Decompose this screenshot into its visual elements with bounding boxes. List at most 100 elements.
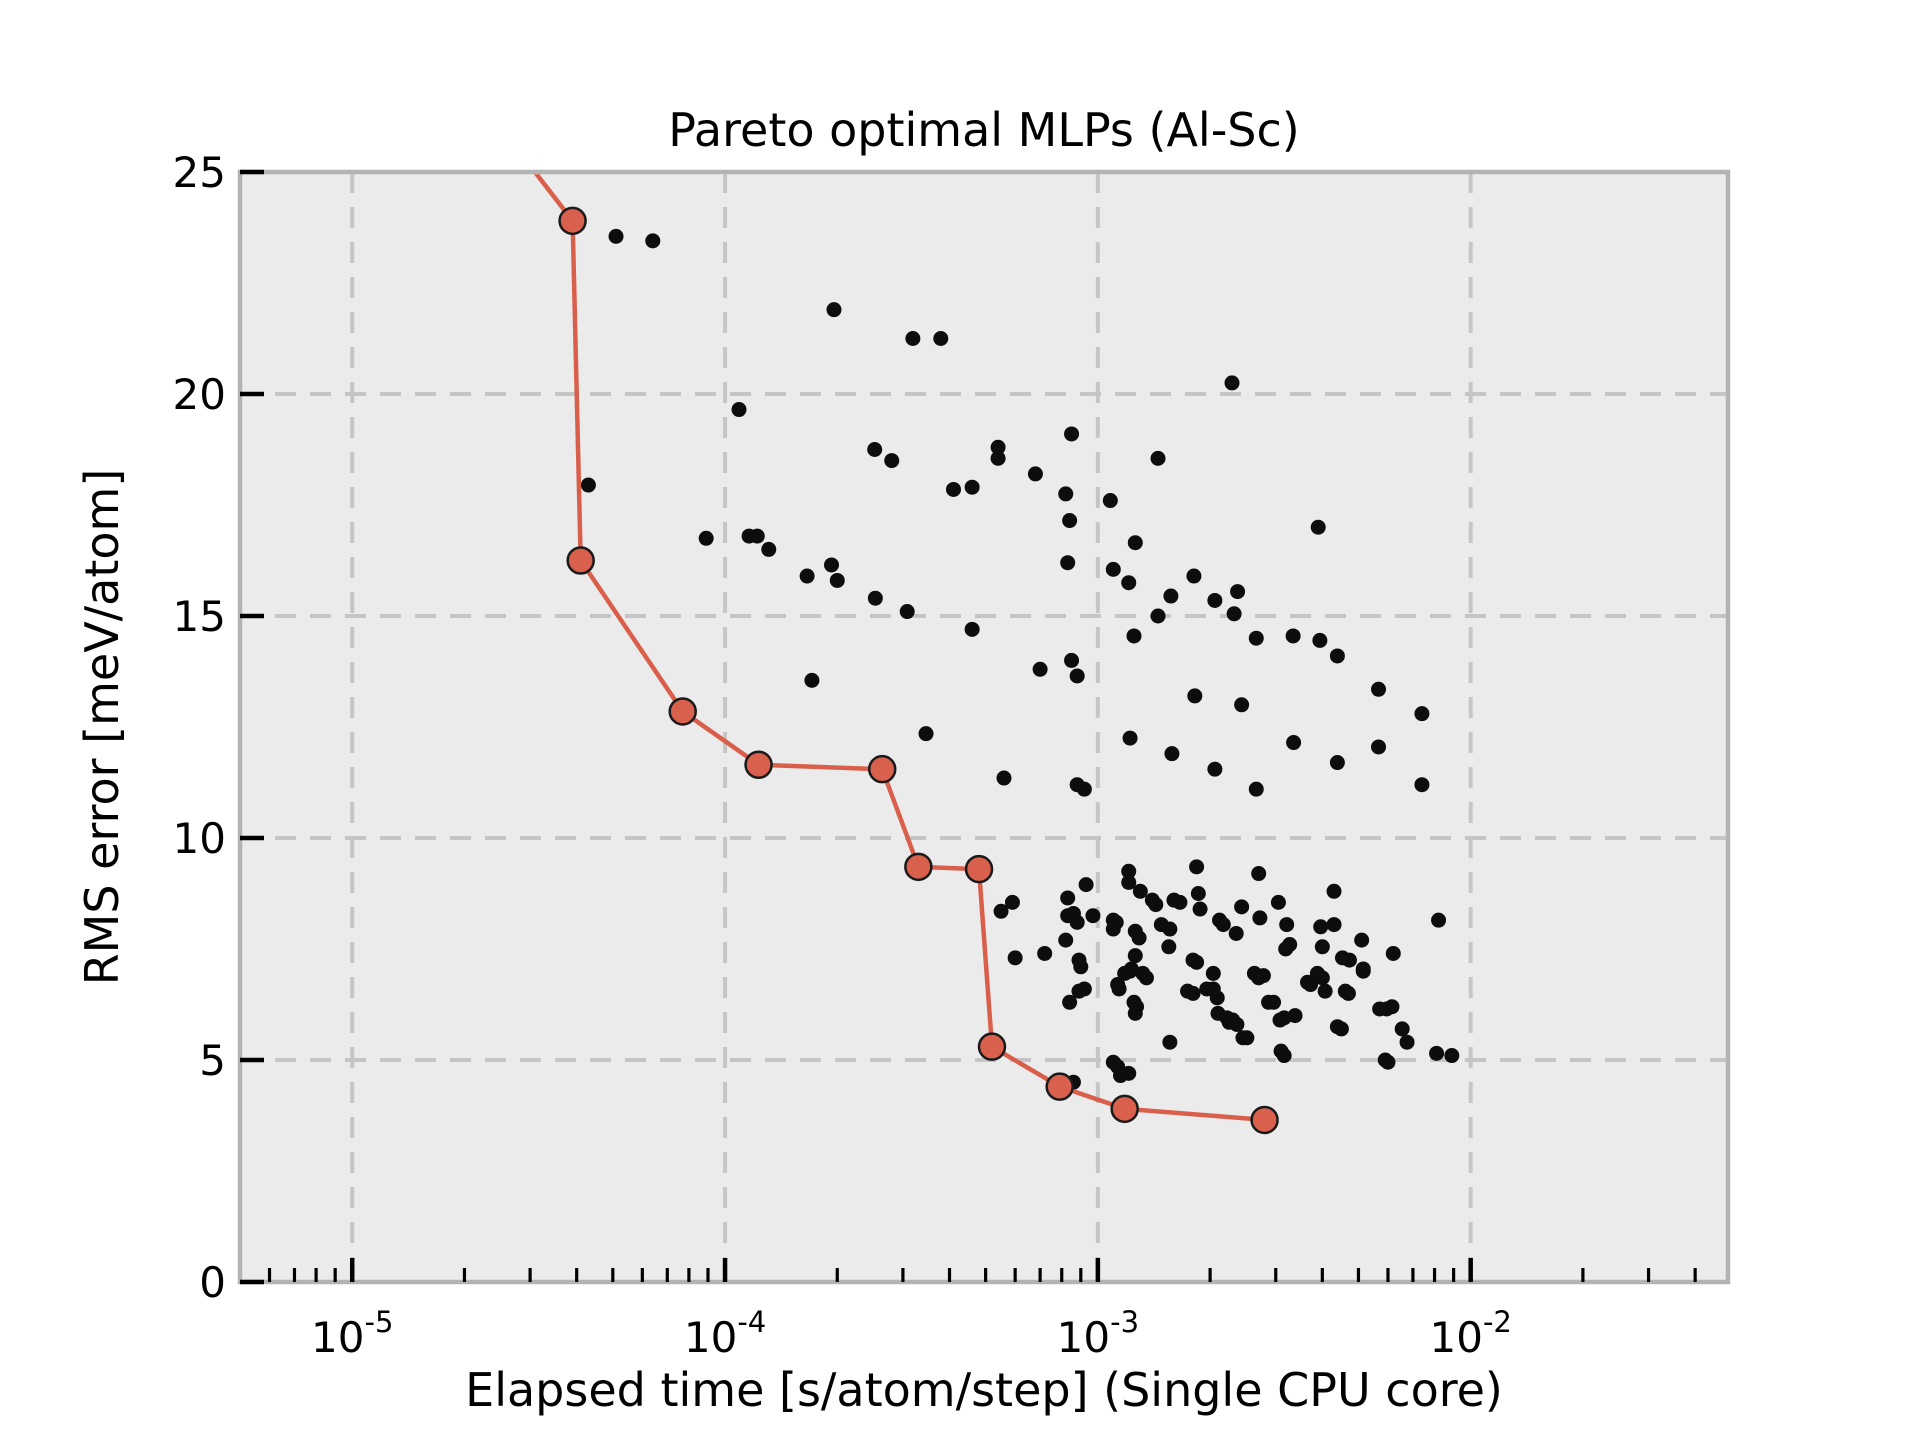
scatter-point — [1313, 919, 1329, 935]
scatter-point — [1127, 535, 1143, 551]
scatter-point — [1371, 739, 1387, 755]
scatter-point — [1112, 1068, 1128, 1084]
scatter-point — [1228, 925, 1244, 941]
scatter-point — [1138, 970, 1154, 986]
scatter-point — [1105, 561, 1121, 577]
scatter-point — [1239, 1030, 1255, 1046]
scatter-point — [698, 530, 714, 546]
scatter-point — [761, 541, 777, 557]
scatter-point — [1064, 426, 1080, 442]
scatter-point — [749, 528, 765, 544]
scatter-point — [1278, 941, 1294, 957]
y-tick-label: 0 — [199, 1258, 226, 1307]
scatter-point — [964, 479, 980, 495]
scatter-point — [1205, 965, 1221, 981]
scatter-point — [1150, 450, 1166, 466]
scatter-point — [1429, 1045, 1445, 1061]
chart-title: Pareto optimal MLPs (Al-Sc) — [668, 103, 1300, 157]
scatter-point — [1354, 932, 1370, 948]
scatter-point — [1027, 466, 1043, 482]
scatter-point — [1215, 917, 1231, 933]
scatter-point — [1069, 914, 1085, 930]
axis-ticks — [240, 169, 1697, 1285]
scatter-point — [990, 450, 1006, 466]
scatter-point — [964, 621, 980, 637]
scatter-point — [1069, 668, 1085, 684]
scatter-point — [1224, 375, 1240, 391]
pareto-point — [964, 854, 994, 884]
scatter-point — [1058, 932, 1074, 948]
scatter-point — [1248, 781, 1264, 797]
scatter-point — [1121, 863, 1137, 879]
scatter-point — [1060, 890, 1076, 906]
pareto-point — [977, 1032, 1007, 1061]
scatter-point — [1414, 777, 1430, 793]
scatter-point — [1251, 970, 1267, 986]
scatter-point — [1385, 945, 1401, 961]
scatter-point — [1078, 877, 1094, 893]
x-axis-label: Elapsed time [s/atom/step] (Single CPU c… — [465, 1363, 1503, 1417]
pareto-point — [1250, 1105, 1279, 1135]
scatter-point — [1207, 761, 1223, 777]
scatter-point — [1163, 588, 1179, 604]
pareto-point — [904, 852, 933, 882]
scatter-point — [1285, 628, 1301, 644]
scatter-point — [1414, 706, 1430, 722]
scatter-point — [1162, 1034, 1178, 1050]
scatter-point — [1161, 939, 1177, 955]
scatter-point — [1189, 954, 1205, 970]
scatter-point — [1007, 950, 1023, 966]
scatter-point — [1131, 930, 1147, 946]
scatter-point — [1329, 648, 1345, 664]
scatter-point — [1279, 917, 1295, 933]
scatter-point — [1111, 981, 1127, 997]
scatter-point — [1207, 592, 1223, 608]
tick-labels: 0 5 10 15 20 25 10-5 10-4 10-3 10-2 — [173, 148, 1512, 1362]
scatter-point — [1127, 948, 1143, 964]
scatter-point — [1234, 899, 1250, 915]
scatter-point — [1148, 897, 1164, 913]
scatter-point — [1186, 568, 1202, 584]
scatter-point — [1326, 917, 1342, 933]
pareto-point — [558, 206, 587, 236]
scatter-point — [1326, 883, 1342, 899]
scatter-point — [1380, 1054, 1396, 1070]
scatter-point — [1132, 883, 1148, 899]
scatter-point — [1226, 606, 1242, 622]
pareto-point — [1045, 1072, 1074, 1101]
scatter-point — [1251, 866, 1267, 882]
scatter-point — [731, 402, 747, 418]
pareto-point — [668, 697, 697, 726]
scatter-point — [804, 672, 820, 688]
scatter-point — [829, 572, 845, 588]
scatter-point — [905, 331, 921, 346]
scatter-point — [1444, 1048, 1460, 1064]
scatter-point — [1431, 912, 1447, 928]
scatter-point — [1314, 970, 1330, 986]
scatter-point — [1371, 681, 1387, 697]
scatter-point — [1032, 661, 1048, 677]
scatter-point — [1064, 652, 1080, 668]
scatter-point — [1189, 859, 1205, 875]
scatter-point — [1102, 493, 1118, 509]
pareto-point — [566, 546, 595, 575]
scatter-point — [1252, 910, 1268, 926]
x-tick-label: 10-5 — [311, 1305, 393, 1362]
scatter-point — [990, 439, 1006, 455]
scatter-point — [824, 557, 840, 573]
scatter-point — [1150, 608, 1166, 624]
scatter-point — [826, 302, 842, 318]
scatter-point — [1310, 519, 1326, 535]
scatter-point — [645, 233, 661, 249]
scatter-point — [1164, 746, 1180, 762]
scatter-point — [1190, 886, 1206, 901]
scatter-point — [993, 903, 1009, 919]
y-tick-label: 10 — [173, 814, 226, 863]
scatter-point — [1314, 939, 1330, 955]
scatter-point — [899, 604, 915, 620]
scatter-point — [1085, 908, 1101, 924]
scatter-point — [1399, 1034, 1415, 1050]
y-tick-label: 25 — [173, 148, 226, 197]
scatter-point — [1071, 983, 1087, 999]
